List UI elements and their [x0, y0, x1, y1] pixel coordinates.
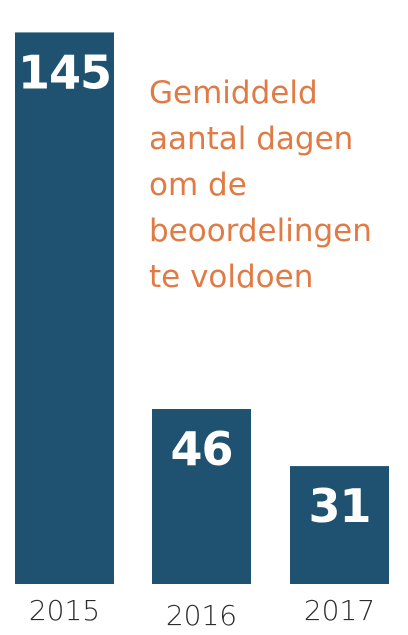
category-labels-group: 2015 2016 2017: [29, 594, 375, 632]
value-labels-group: 145 46 31: [18, 45, 372, 533]
chart-title-line: om de: [149, 167, 247, 203]
category-label: 2017: [304, 594, 375, 627]
chart-title: Gemiddeld aantal dagen om de beoordeling…: [149, 70, 405, 300]
category-label: 2015: [29, 594, 100, 627]
bar-2017: [290, 466, 389, 584]
bar-value-label: 145: [18, 45, 111, 99]
chart-title-line: beoordelingen: [149, 213, 372, 249]
chart-title-line: te voldoen: [149, 259, 314, 295]
bar-value-label: 31: [308, 479, 370, 533]
bars-group: [15, 32, 389, 584]
chart-title-line: aantal dagen: [149, 121, 354, 157]
chart-title-line: Gemiddeld: [149, 75, 318, 111]
bar-2016: [152, 409, 251, 584]
bar-value-label: 46: [170, 422, 232, 476]
bar-2015: [15, 32, 114, 584]
category-label: 2016: [166, 599, 237, 632]
